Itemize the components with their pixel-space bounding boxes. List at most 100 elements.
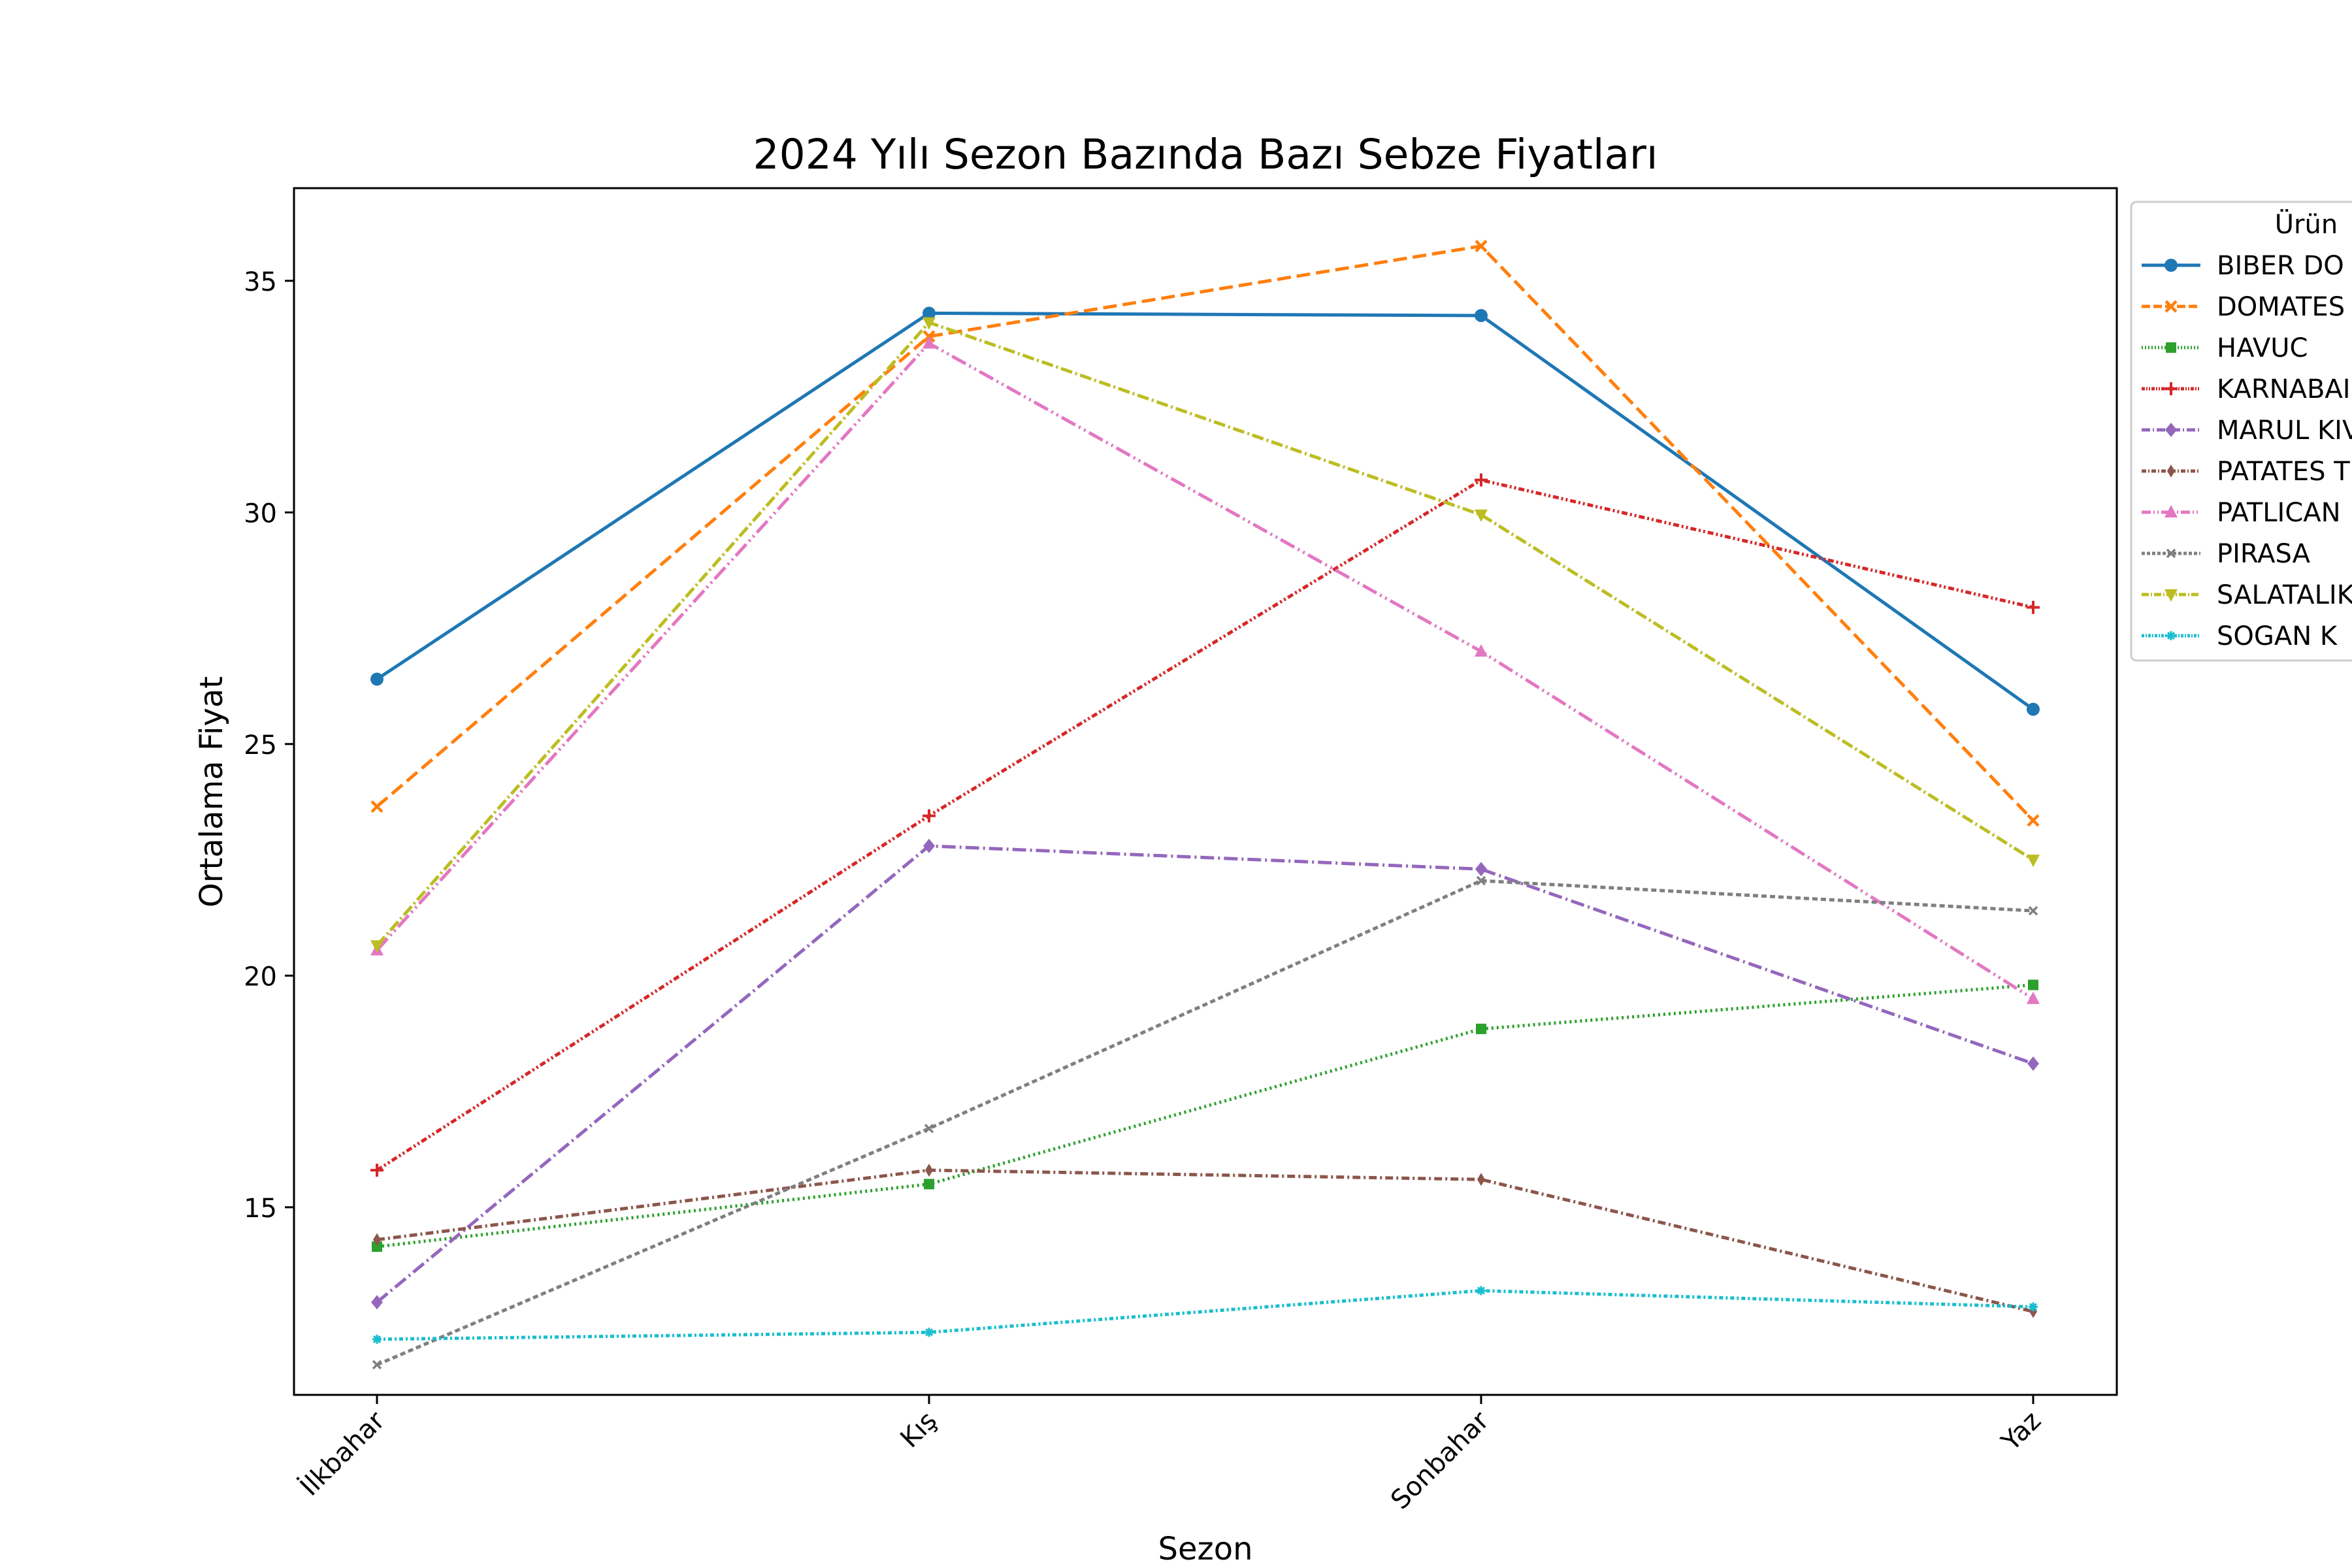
data-point	[924, 1124, 934, 1134]
legend-item: PATLICAN	[2142, 498, 2341, 528]
legend-frame	[2130, 201, 2352, 662]
legend-marker	[2164, 505, 2178, 517]
legend-label: BIBER DO	[2217, 251, 2344, 281]
data-point	[925, 1164, 933, 1177]
data-point	[1475, 473, 1488, 487]
x-axis: İlkbahar Kış Sonbahar Yaz	[293, 1395, 2047, 1515]
series-line	[376, 244, 2034, 822]
data-point	[2027, 1056, 2039, 1071]
y-tick-label: 35	[244, 267, 277, 297]
series-9	[370, 317, 2040, 953]
series-1	[370, 306, 2040, 716]
legend-marker	[2166, 631, 2176, 640]
data-point	[923, 317, 936, 330]
legend: Ürün BIBER DO DOMATES HAVUC KARNABAI MARUL KI…	[2130, 201, 2352, 662]
legend-label: SALATALIK	[2217, 580, 2352, 610]
data-point	[1475, 862, 1487, 877]
series-layer	[370, 240, 2040, 1370]
data-point	[370, 800, 384, 813]
chart-title: 2024 Yılı Sezon Bazında Bazı Sebze Fiyat…	[753, 131, 1658, 178]
legend-marker	[2167, 465, 2175, 478]
legend-marker	[2166, 342, 2176, 353]
series-2	[370, 240, 2040, 827]
legend-item: MARUL KIV	[2142, 416, 2352, 446]
data-point	[2027, 991, 2040, 1004]
y-axis: 15 20 25 30 35	[244, 267, 294, 1224]
x-tick-label: Kış	[894, 1406, 943, 1454]
legend-marker	[2164, 589, 2178, 602]
legend-marker	[2166, 548, 2176, 559]
legend-label: HAVUC	[2217, 333, 2308, 363]
legend-item: SOGAN K	[2142, 621, 2338, 651]
y-tick-label: 25	[244, 730, 277, 760]
legend-title: Ürün	[2275, 208, 2338, 240]
data-point	[371, 1295, 383, 1310]
legend-label: SOGAN K	[2217, 621, 2338, 651]
series-line	[376, 879, 2034, 1367]
series-line	[376, 321, 2034, 947]
data-point	[2027, 855, 2040, 868]
data-point	[1477, 1173, 1485, 1186]
data-point	[923, 336, 936, 349]
data-point	[1476, 1023, 1486, 1034]
series-4	[370, 473, 2040, 1177]
series-line	[376, 478, 2034, 1172]
series-line	[376, 342, 2034, 1000]
data-point	[2027, 814, 2040, 827]
legend-marker	[2164, 382, 2178, 395]
legend-label: PATATES T	[2217, 457, 2350, 487]
series-line	[376, 311, 2034, 711]
data-point	[923, 838, 935, 853]
plot-frame	[293, 187, 2118, 1396]
legend-label: PATLICAN	[2217, 498, 2341, 528]
data-point	[1475, 308, 1488, 322]
data-point	[924, 1328, 934, 1337]
series-5	[371, 838, 2039, 1310]
legend-label: MARUL KIV	[2217, 416, 2352, 446]
y-tick-label: 30	[244, 498, 277, 529]
data-point	[2028, 906, 2038, 916]
data-point	[1476, 875, 1486, 886]
data-point	[924, 1179, 934, 1190]
series-3	[372, 979, 2038, 1252]
data-point	[372, 1360, 382, 1370]
x-tick-label: Sonbahar	[1385, 1405, 1495, 1515]
data-point	[923, 306, 936, 320]
legend-item: BIBER DO	[2142, 251, 2344, 281]
series-line	[376, 983, 2034, 1249]
series-7	[370, 336, 2040, 1004]
series-10	[372, 1286, 2038, 1344]
legend-label: DOMATES	[2217, 292, 2345, 322]
data-point	[372, 1334, 382, 1344]
data-point	[373, 1233, 381, 1247]
data-point	[1475, 240, 1488, 253]
y-tick-label: 15	[244, 1194, 277, 1224]
series-line	[376, 1168, 2034, 1313]
data-point	[2029, 1302, 2038, 1312]
x-axis-label: Sezon	[1158, 1531, 1253, 1567]
legend-item: SALATALIK	[2142, 580, 2352, 610]
legend-item: DOMATES	[2142, 292, 2345, 322]
data-point	[370, 1164, 384, 1177]
legend-marker	[2164, 259, 2178, 272]
series-line	[376, 1289, 2034, 1341]
legend-item: HAVUC	[2142, 333, 2308, 363]
data-point	[1475, 644, 1488, 657]
data-point	[1477, 1286, 1486, 1296]
legend-item: PIRASA	[2142, 539, 2311, 569]
data-point	[2027, 600, 2040, 614]
data-point	[370, 940, 384, 953]
series-6	[373, 1164, 2037, 1318]
legend-marker	[2164, 300, 2178, 313]
data-point	[372, 1241, 382, 1252]
legend-label: KARNABAI	[2217, 374, 2351, 404]
x-tick-label: Yaz	[1995, 1406, 2047, 1458]
series-8	[372, 875, 2038, 1370]
x-tick-label: İlkbahar	[293, 1405, 391, 1502]
legend-item: KARNABAI	[2142, 374, 2351, 404]
legend-label: PIRASA	[2217, 539, 2311, 569]
data-point	[2027, 702, 2040, 716]
data-point	[923, 809, 936, 823]
y-axis-label: Ortalama Fiyat	[193, 676, 230, 907]
